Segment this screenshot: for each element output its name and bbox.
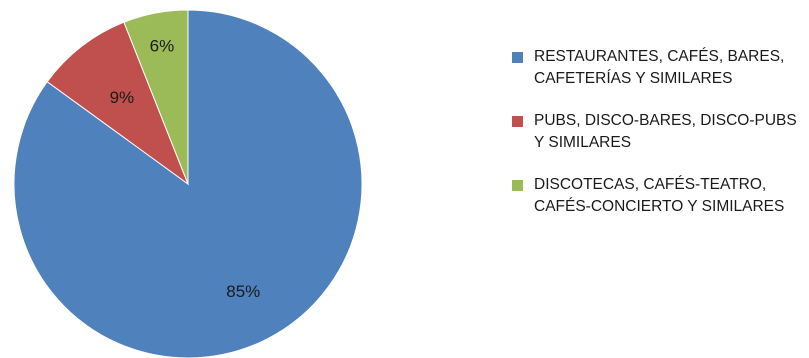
legend-label-restaurantes: RESTAURANTES, CAFÉS, BARES, CAFETERÍAS Y… xyxy=(534,48,785,87)
chart-legend: RESTAURANTES, CAFÉS, BARES, CAFETERÍAS Y… xyxy=(512,46,807,218)
legend-swatch-discotecas xyxy=(512,180,523,191)
legend-swatch-restaurantes xyxy=(512,52,523,63)
slice-pubs xyxy=(46,21,190,186)
slice-label-restaurantes: 85% xyxy=(226,282,260,301)
pie-plot-area: 85% 9% 6% xyxy=(13,9,363,358)
legend-item-pubs: PUBS, DISCO-BARES, DISCO-PUBS Y SIMILARE… xyxy=(512,110,807,154)
legend-item-restaurantes: RESTAURANTES, CAFÉS, BARES, CAFETERÍAS Y… xyxy=(512,46,807,90)
slice-discotecas xyxy=(123,9,189,185)
legend-swatch-pubs xyxy=(512,116,523,127)
slice-label-pubs: 9% xyxy=(110,88,135,107)
slice-label-discotecas: 6% xyxy=(150,37,175,56)
legend-label-pubs: PUBS, DISCO-BARES, DISCO-PUBS Y SIMILARE… xyxy=(534,112,797,151)
legend-label-discotecas: DISCOTECAS, CAFÉS-TEATRO, CAFÉS-CONCIERT… xyxy=(534,176,785,215)
legend-item-discotecas: DISCOTECAS, CAFÉS-TEATRO, CAFÉS-CONCIERT… xyxy=(512,174,807,218)
